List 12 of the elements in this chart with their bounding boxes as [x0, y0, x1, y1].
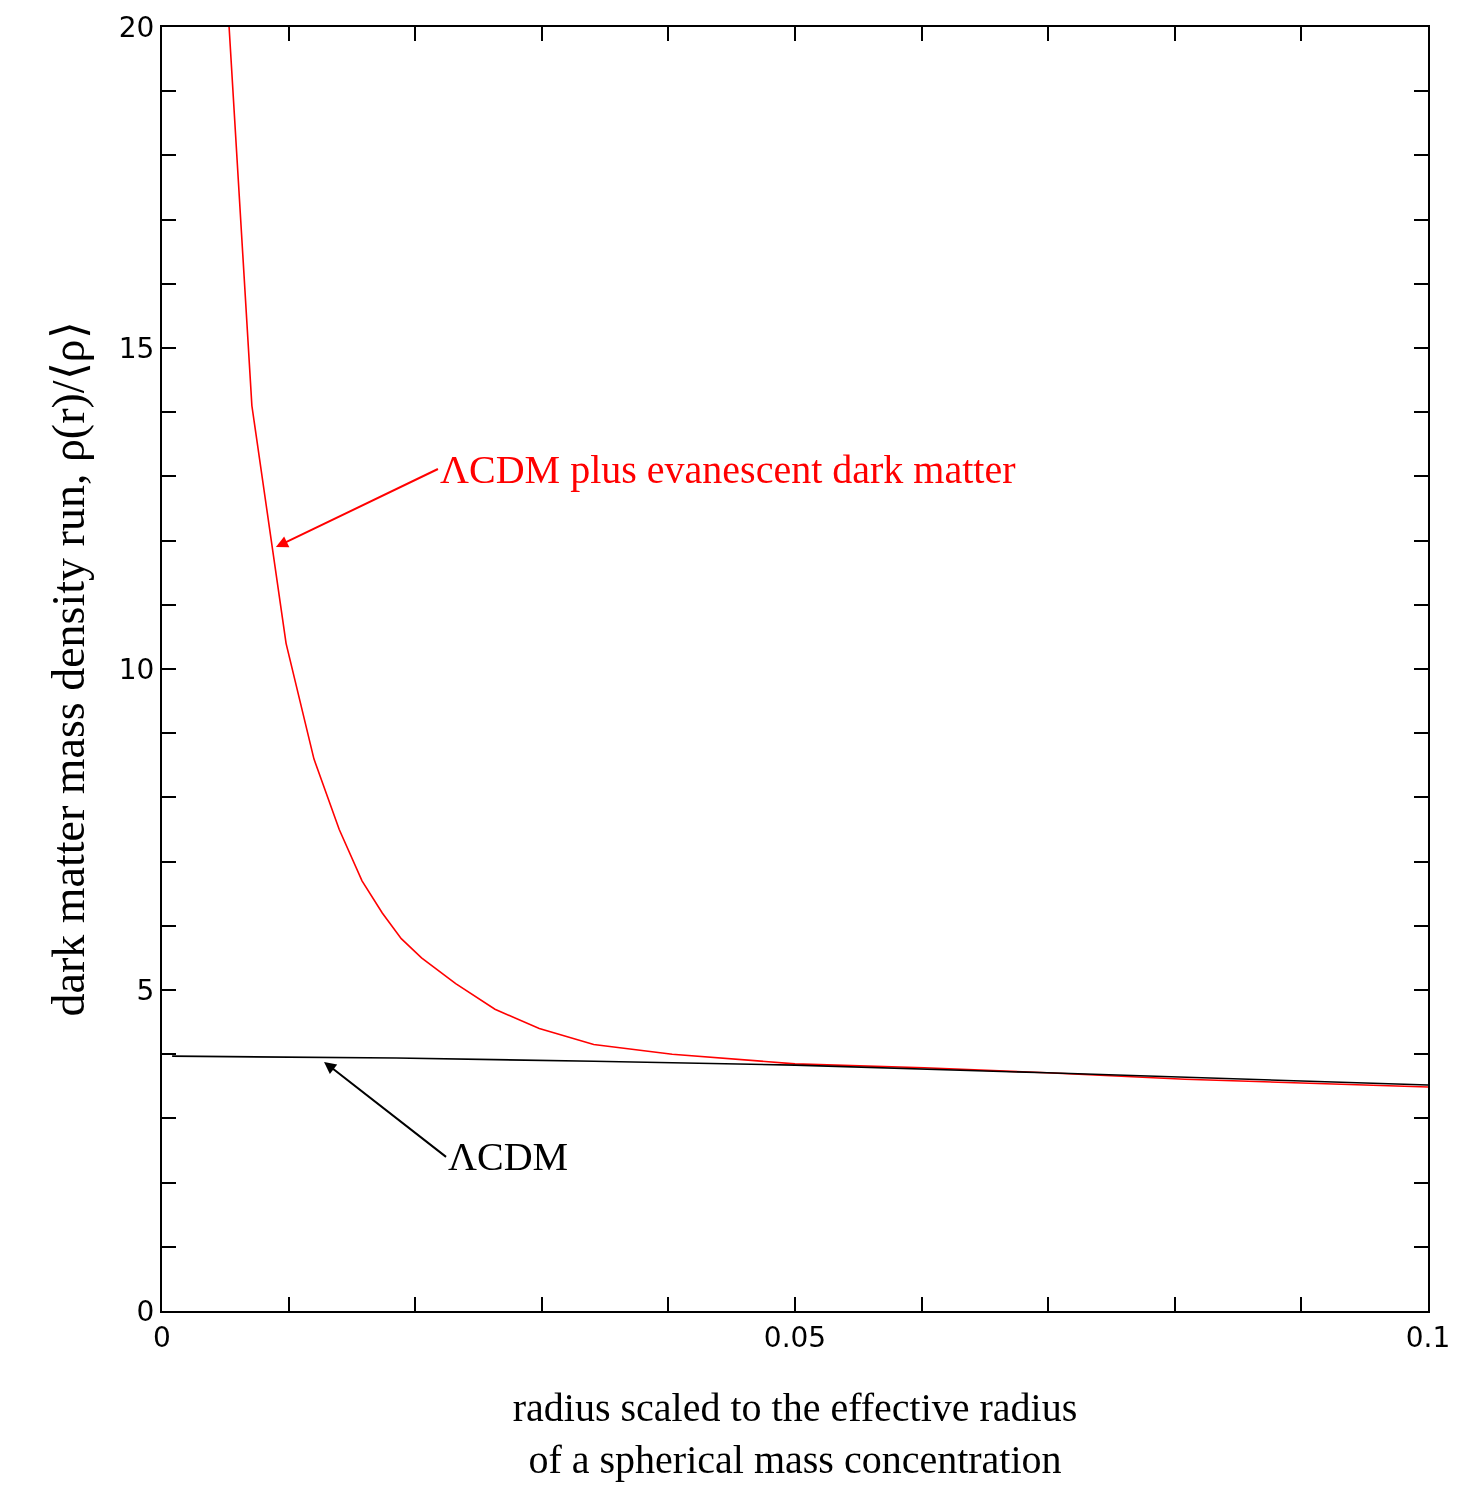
x-tick-label: 0.1	[1405, 1320, 1451, 1354]
y-tick-label: 5	[136, 973, 155, 1007]
annotation: ΛCDM plus evanescent dark matter	[440, 447, 1016, 492]
y-tick-label: 20	[118, 10, 155, 44]
y-tick-label: 10	[118, 652, 155, 686]
line-series	[228, 27, 1428, 1088]
y-axis-title: dark matter mass density run, ρ(r)/⟨ρ⟩	[42, 321, 94, 1017]
x-tick-label: 0.05	[763, 1320, 827, 1354]
y-tick-label: 0	[136, 1294, 155, 1328]
annotation: ΛCDM	[448, 1134, 569, 1179]
y-tick-label: 15	[118, 331, 155, 365]
x-axis-title: radius scaled to the effective radius of a spherical mass concentration	[512, 1384, 1078, 1482]
